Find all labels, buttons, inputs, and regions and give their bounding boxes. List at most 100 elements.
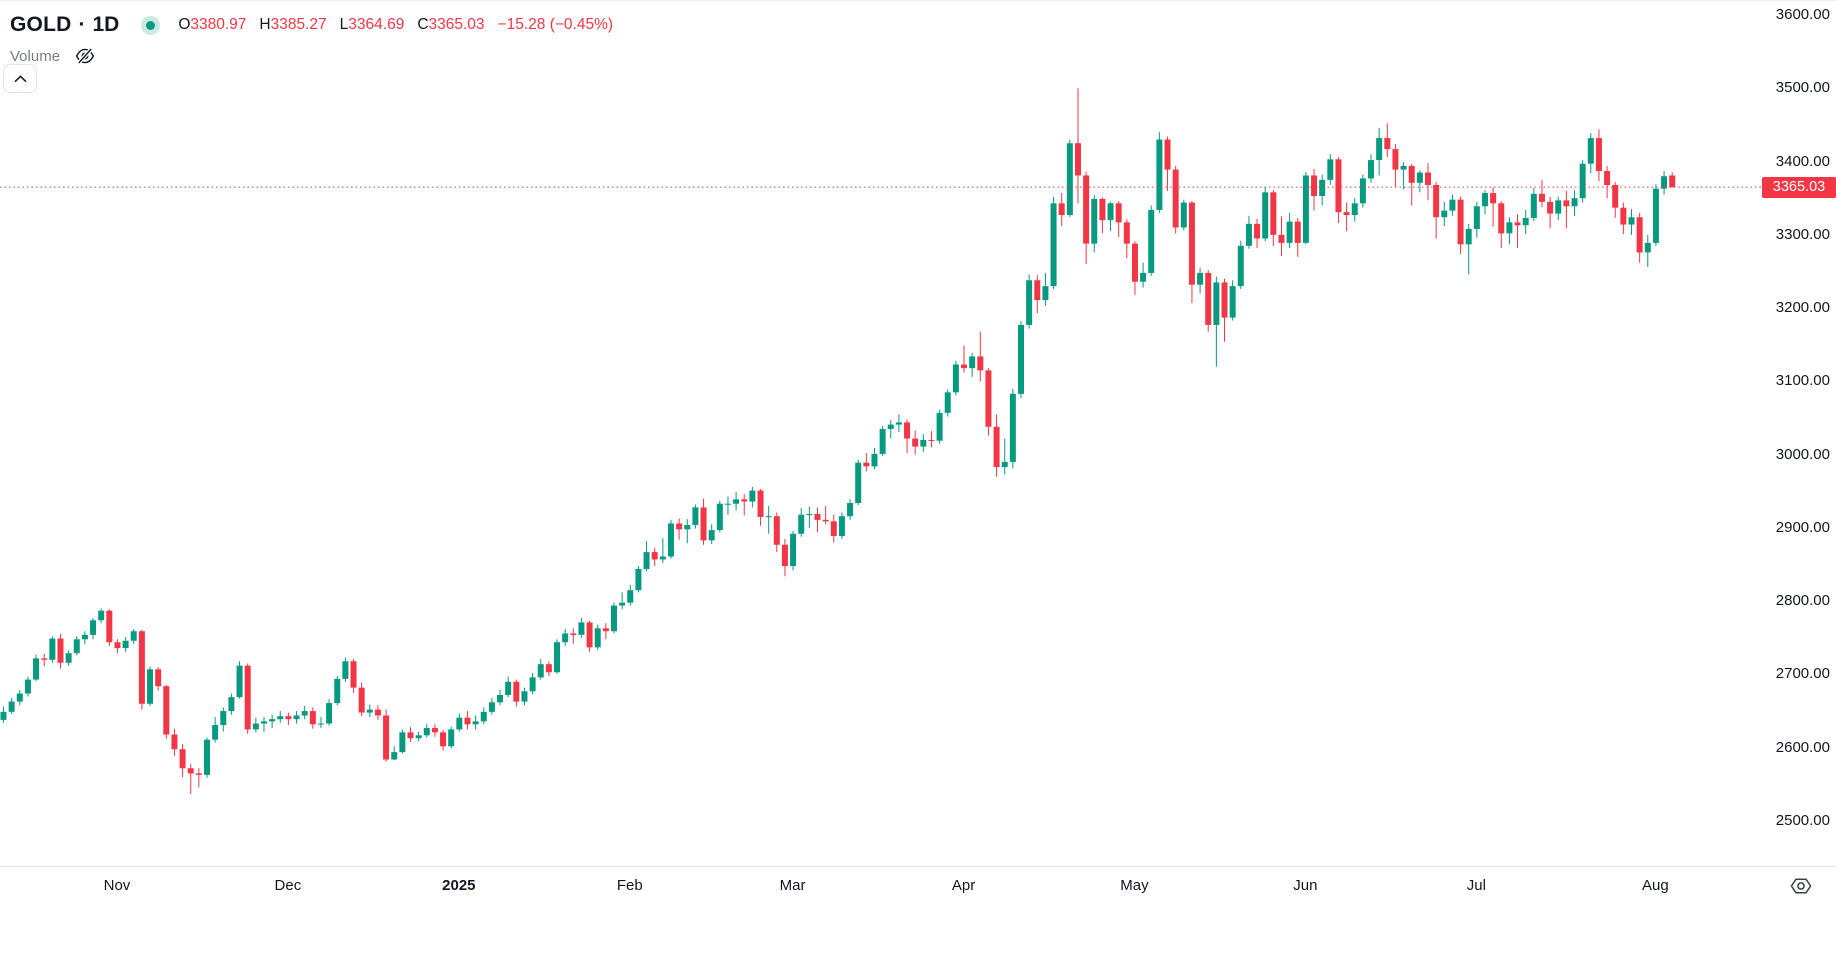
candle[interactable] [480,707,487,725]
candle[interactable] [1449,194,1456,216]
candle[interactable] [0,706,7,723]
candle[interactable] [1099,197,1106,234]
candle[interactable] [912,430,919,455]
candles-layer[interactable] [0,88,1676,794]
candle[interactable] [163,684,170,739]
candle[interactable] [1628,209,1635,235]
candle[interactable] [1530,187,1537,221]
candle[interactable] [383,709,390,762]
candle[interactable] [1001,438,1008,475]
candle[interactable] [326,699,333,726]
candle[interactable] [887,420,894,439]
candle[interactable] [1050,196,1057,290]
candle[interactable] [293,711,300,724]
candle[interactable] [1555,196,1562,221]
candle[interactable] [1319,174,1326,206]
candle[interactable] [1254,218,1261,249]
candle[interactable] [928,431,935,448]
candle[interactable] [1197,267,1204,294]
candle[interactable] [1343,202,1350,232]
candle[interactable] [936,409,943,444]
candle[interactable] [187,763,194,794]
collapse-pane-button[interactable] [3,64,37,93]
candle[interactable] [1172,165,1179,234]
candle[interactable] [602,623,609,640]
candle[interactable] [16,689,23,706]
candle[interactable] [1237,240,1244,290]
candle[interactable] [1392,143,1399,187]
candle[interactable] [733,492,740,511]
candle[interactable] [1538,179,1545,207]
candle[interactable] [1490,187,1497,227]
candle[interactable] [1221,278,1228,342]
candle[interactable] [350,659,357,693]
candle[interactable] [814,507,821,533]
candle[interactable] [236,661,243,699]
candle[interactable] [822,505,829,525]
candle[interactable] [195,768,202,788]
candle[interactable] [260,716,267,732]
candle[interactable] [765,505,772,534]
candle[interactable] [57,634,64,669]
candle[interactable] [659,538,666,564]
candle[interactable] [171,728,178,756]
candle[interactable] [1595,129,1602,182]
candle[interactable] [98,608,105,624]
candle[interactable] [309,707,316,729]
candle[interactable] [676,518,683,540]
candle[interactable] [228,693,235,715]
candle[interactable] [1131,241,1138,295]
candle[interactable] [342,657,349,682]
candle[interactable] [1262,186,1269,242]
candle[interactable] [1652,184,1659,246]
candle[interactable] [757,489,764,526]
candle[interactable] [431,724,438,737]
candle[interactable] [204,737,210,778]
candle[interactable] [1579,160,1586,203]
candle[interactable] [415,731,422,742]
candle[interactable] [65,650,72,666]
candle[interactable] [790,530,797,571]
candle[interactable] [1286,212,1293,249]
candle[interactable] [269,714,276,728]
candle[interactable] [366,704,373,717]
candle[interactable] [1522,209,1529,235]
candle[interactable] [1034,275,1041,314]
candle[interactable] [961,345,968,373]
candle[interactable] [855,459,862,506]
candle[interactable] [1091,195,1098,253]
candle[interactable] [1661,171,1668,195]
candle[interactable] [529,672,536,695]
candle[interactable] [651,547,658,567]
candle[interactable] [374,705,381,720]
candle[interactable] [49,636,56,663]
candle[interactable] [122,637,129,652]
candle[interactable] [1140,262,1147,288]
candle[interactable] [684,519,691,544]
candle[interactable] [716,500,723,533]
candle[interactable] [1359,174,1366,208]
candle[interactable] [497,689,504,706]
candle[interactable] [1302,171,1309,245]
candle[interactable] [464,711,471,730]
candle[interactable] [1115,201,1122,238]
candle[interactable] [456,713,463,732]
candle[interactable] [594,624,601,650]
candle[interactable] [1563,190,1570,229]
candle[interactable] [1465,223,1472,275]
candle[interactable] [952,360,959,396]
candle[interactable] [1188,201,1195,303]
candle[interactable] [871,448,878,470]
candle[interactable] [1270,190,1277,246]
candle[interactable] [1400,162,1407,190]
candle[interactable] [741,494,748,516]
candle[interactable] [1229,280,1236,321]
candle[interactable] [423,723,430,738]
candle[interactable] [920,434,927,452]
candle[interactable] [1026,274,1033,329]
candle[interactable] [334,675,341,706]
candle[interactable] [1311,168,1318,211]
candle[interactable] [635,566,642,593]
price-axis[interactable]: 3600.00 3500.00 3400.00 3300.00 3200.00 3100.… [1762,0,1836,866]
